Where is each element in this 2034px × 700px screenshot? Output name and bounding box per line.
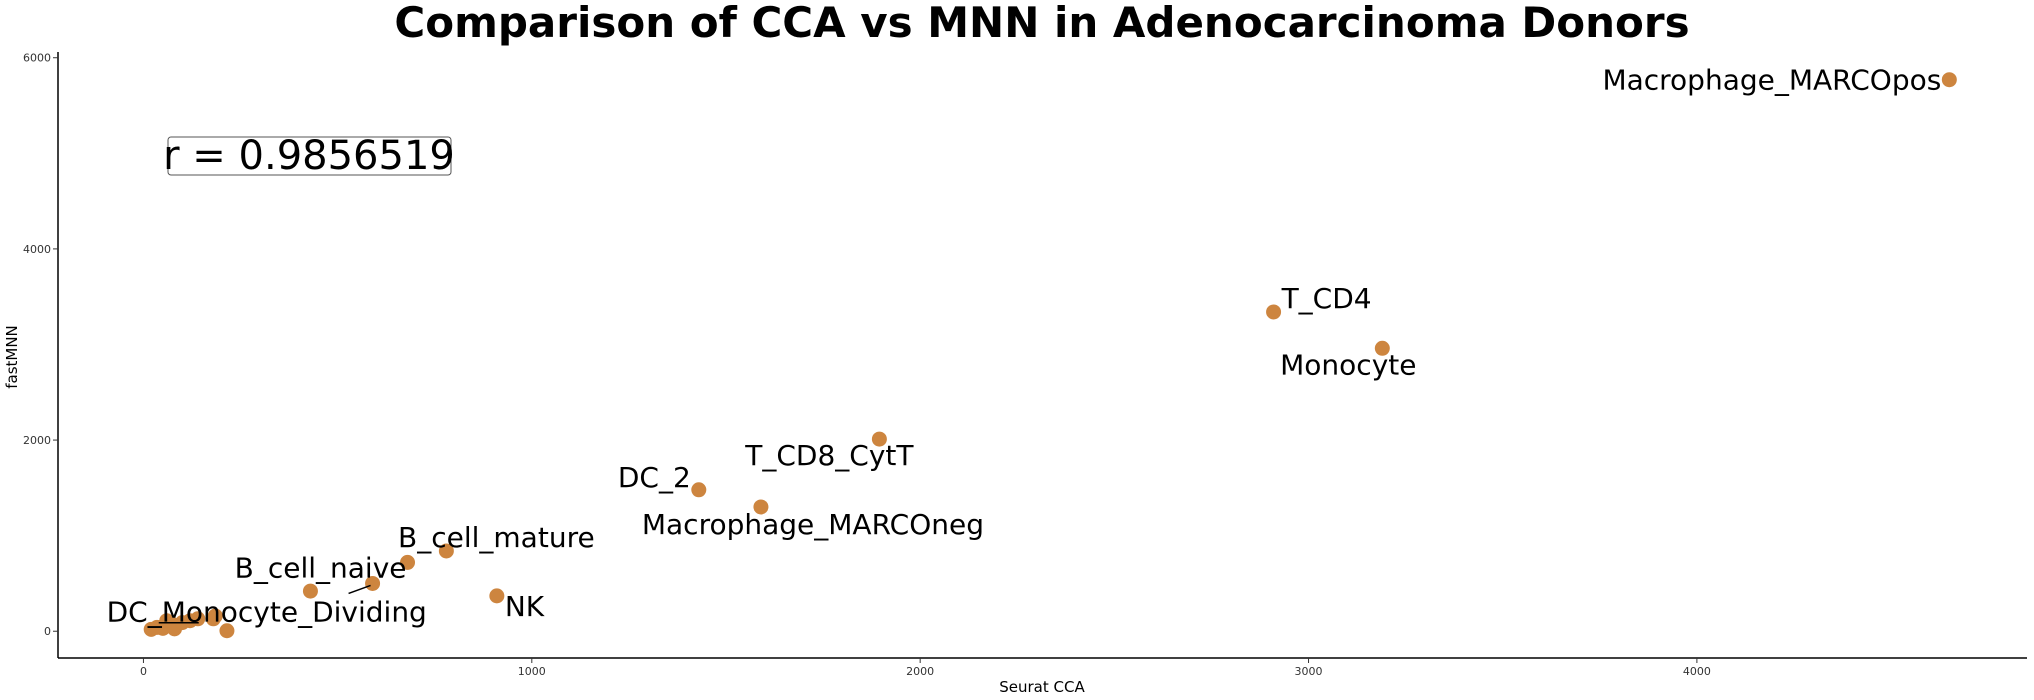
point-label: B_cell_naive: [235, 551, 407, 584]
x-tick-label: 2000: [906, 665, 934, 678]
point-label: Monocyte: [1280, 348, 1416, 381]
point-labels: Macrophage_MARCOpos T_CD4 Monocyte T_CD8_Cy…: [107, 64, 1942, 629]
data-points: [143, 72, 1957, 639]
data-point: [753, 499, 769, 515]
data-point: [302, 583, 318, 599]
point-label: DC_Monocyte_Dividing: [107, 596, 427, 629]
data-point: [691, 482, 707, 498]
label-leader-line: [348, 584, 371, 595]
x-tick-label: 4000: [1683, 665, 1711, 678]
y-tick-label: 6000: [23, 52, 51, 65]
correlation-annotation: r = 0.9856519: [163, 133, 455, 179]
data-point: [400, 554, 416, 570]
x-tick-label: 0: [140, 665, 147, 678]
y-tick-label: 0: [44, 625, 51, 638]
data-point: [1941, 72, 1957, 88]
y-axis-title: fastMNN: [3, 325, 21, 389]
point-label: T_CD4: [1281, 282, 1372, 315]
data-point: [489, 588, 505, 604]
y-tick-label: 2000: [23, 434, 51, 447]
data-point: [871, 431, 887, 447]
data-point: [219, 623, 235, 639]
data-point: [365, 575, 381, 591]
y-tick-label: 4000: [23, 243, 51, 256]
data-point: [205, 611, 221, 627]
x-tick-label: 1000: [518, 665, 546, 678]
point-label: Macrophage_MARCOneg: [642, 508, 984, 541]
annotation-box: [167, 136, 452, 176]
data-point: [1374, 340, 1390, 356]
x-tick-label: 3000: [1295, 665, 1323, 678]
chart-title: Comparison of CCA vs MNN in Adenocarcino…: [394, 0, 1689, 47]
ticks: 0 1000 2000 3000 4000 0 2000 4000 6000: [23, 52, 1711, 678]
point-label: B_cell_mature: [398, 521, 595, 554]
point-label: T_CD8_CytT: [744, 439, 914, 472]
axes: [57, 52, 2027, 659]
data-point: [1266, 304, 1282, 320]
point-label: Macrophage_MARCOpos: [1602, 64, 1941, 97]
point-label: NK: [505, 590, 545, 623]
data-point: [438, 543, 454, 559]
x-axis-title: Seurat CCA: [999, 678, 1085, 696]
correlation-label: r = 0.9856519: [163, 133, 455, 179]
point-label: DC_2: [618, 461, 691, 494]
